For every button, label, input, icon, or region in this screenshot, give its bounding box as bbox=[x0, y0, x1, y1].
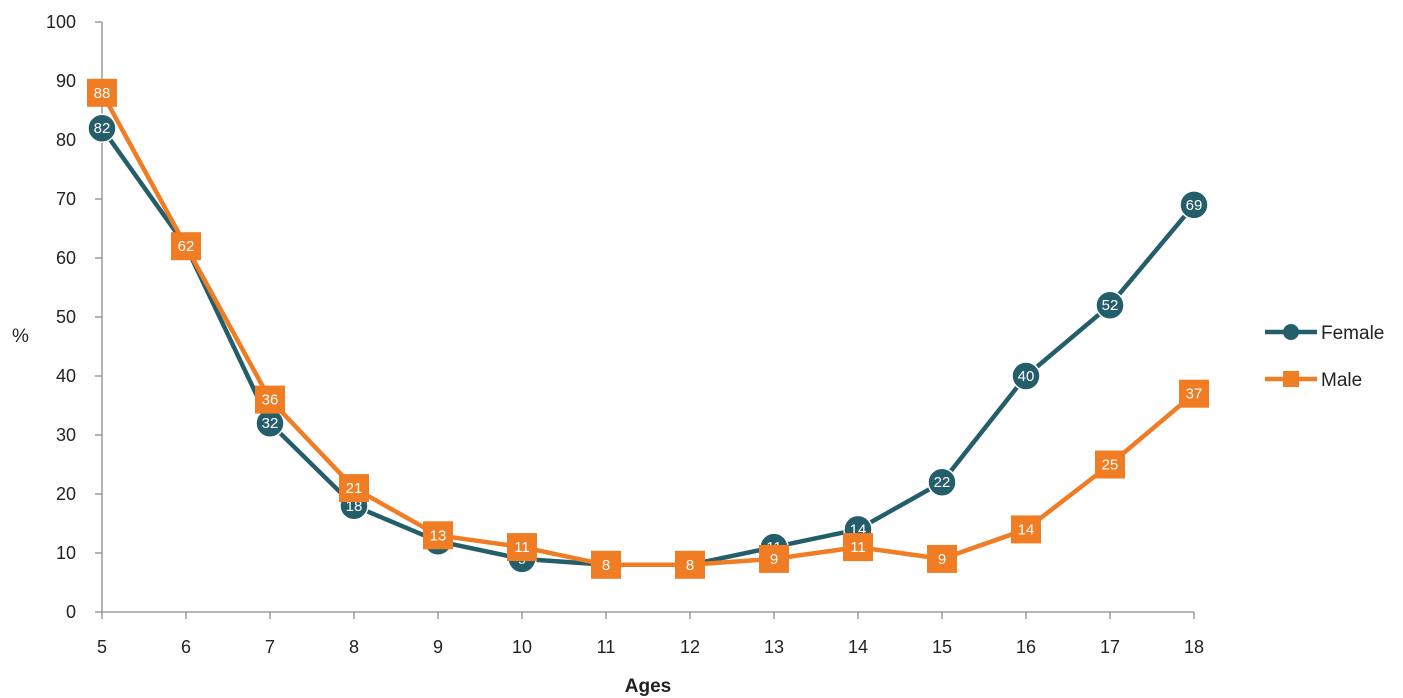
data-point-male bbox=[339, 474, 369, 503]
data-point-male bbox=[171, 232, 201, 261]
data-point-male bbox=[675, 550, 705, 579]
x-tick-label: 6 bbox=[181, 637, 191, 657]
data-label-male: 9 bbox=[770, 551, 778, 568]
legend-item-female: Female bbox=[1265, 323, 1384, 344]
data-label-female: 52 bbox=[1102, 297, 1119, 314]
data-point-male bbox=[423, 521, 453, 550]
data-point-male bbox=[843, 533, 873, 562]
axes: 0 10 20 30 40 50 60 70 80 90 100 5 6 7 8 9 10 11 12 13 14 15… bbox=[46, 12, 1204, 657]
data-point-male bbox=[255, 385, 285, 414]
x-tick-label: 11 bbox=[597, 637, 616, 657]
x-tick-label: 5 bbox=[97, 637, 107, 657]
y-tick-label: 100 bbox=[46, 12, 76, 32]
data-point-female bbox=[1095, 290, 1125, 320]
x-tick-label: 14 bbox=[848, 637, 868, 657]
data-point-male bbox=[1011, 515, 1041, 544]
x-axis-ticks: 5 6 7 8 9 10 11 12 13 14 15 16 17 18 bbox=[97, 612, 1204, 657]
data-label-male: 25 bbox=[1102, 457, 1119, 474]
x-tick-label: 9 bbox=[433, 637, 443, 657]
series-layer: 8262321812988111422405269886236211311889… bbox=[87, 78, 1209, 580]
series-female: 8262321812988111422405269 bbox=[87, 113, 1209, 580]
data-point-male bbox=[759, 544, 789, 573]
data-point-male bbox=[1179, 379, 1209, 408]
data-label-male: 9 bbox=[938, 551, 946, 568]
data-label-female: 32 bbox=[262, 415, 279, 432]
x-axis-title: Ages bbox=[625, 676, 671, 697]
legend-label-female: Female bbox=[1321, 323, 1384, 344]
data-point-female bbox=[927, 467, 957, 497]
data-point-male bbox=[1095, 450, 1125, 479]
x-tick-label: 15 bbox=[932, 637, 952, 657]
data-label-female: 40 bbox=[1018, 368, 1035, 385]
data-label-male: 21 bbox=[346, 480, 363, 497]
data-label-male: 62 bbox=[178, 238, 195, 255]
data-point-female bbox=[87, 113, 117, 143]
y-tick-label: 40 bbox=[56, 366, 76, 386]
data-label-male: 88 bbox=[94, 85, 111, 102]
legend-marker-male bbox=[1283, 371, 1299, 387]
series-line-female bbox=[99, 125, 1197, 568]
legend-item-male: Male bbox=[1265, 370, 1362, 391]
x-tick-label: 10 bbox=[512, 637, 532, 657]
x-tick-label: 17 bbox=[1100, 637, 1120, 657]
data-label-male: 11 bbox=[850, 539, 866, 556]
x-tick-label: 8 bbox=[349, 637, 359, 657]
data-label-male: 13 bbox=[430, 527, 447, 544]
y-tick-label: 10 bbox=[56, 543, 76, 563]
y-tick-label: 80 bbox=[56, 130, 76, 150]
data-point-female bbox=[1011, 361, 1041, 391]
data-point-male bbox=[507, 533, 537, 562]
x-tick-label: 7 bbox=[265, 637, 275, 657]
data-label-male: 36 bbox=[262, 392, 279, 409]
data-point-male bbox=[87, 78, 117, 107]
data-label-female: 82 bbox=[94, 120, 111, 137]
data-label-male: 8 bbox=[686, 557, 694, 574]
y-tick-label: 0 bbox=[66, 602, 76, 622]
series-line-male bbox=[99, 90, 1197, 568]
data-label-female: 69 bbox=[1186, 197, 1203, 214]
legend-marker-female bbox=[1283, 324, 1299, 340]
x-tick-label: 16 bbox=[1016, 637, 1036, 657]
x-tick-label: 18 bbox=[1184, 637, 1204, 657]
y-tick-label: 60 bbox=[56, 248, 76, 268]
x-tick-label: 12 bbox=[680, 637, 700, 657]
y-tick-label: 30 bbox=[56, 425, 76, 445]
data-point-male bbox=[927, 544, 957, 573]
legend: Female Male bbox=[1265, 323, 1384, 391]
data-label-male: 14 bbox=[1018, 521, 1035, 538]
data-point-male bbox=[591, 550, 621, 579]
data-label-male: 37 bbox=[1186, 386, 1203, 403]
data-point-female bbox=[1179, 190, 1209, 220]
y-tick-label: 70 bbox=[56, 189, 76, 209]
data-label-female: 22 bbox=[934, 474, 951, 491]
y-tick-label: 90 bbox=[56, 71, 76, 91]
data-label-male: 11 bbox=[514, 539, 530, 556]
y-tick-label: 20 bbox=[56, 484, 76, 504]
y-tick-label: 50 bbox=[56, 307, 76, 327]
data-label-male: 8 bbox=[602, 557, 610, 574]
x-tick-label: 13 bbox=[764, 637, 784, 657]
legend-label-male: Male bbox=[1321, 370, 1362, 391]
y-axis-title: % bbox=[12, 326, 29, 347]
